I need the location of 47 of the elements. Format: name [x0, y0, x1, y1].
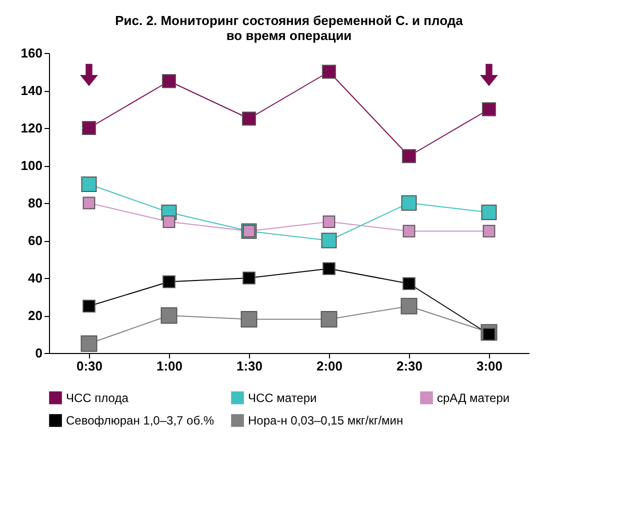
text: во время операции [226, 28, 352, 43]
point [402, 224, 416, 238]
text: Рис. 2. Мониторинг состояния беременной С. и плода [115, 13, 463, 28]
point [401, 195, 417, 211]
point [482, 224, 496, 238]
y-tick-label: 120 [20, 120, 42, 136]
point [160, 307, 178, 324]
point [322, 64, 336, 79]
legend-label: ЧСС матери [248, 390, 317, 405]
x-tick-label: 2:00 [316, 358, 343, 374]
point [402, 149, 416, 164]
x-tick-label: 1:00 [156, 358, 183, 374]
point [400, 298, 418, 314]
y-tick-label: 80 [28, 196, 42, 210]
point [162, 275, 176, 288]
x-tick-label: 1:30 [236, 358, 263, 374]
point [82, 120, 96, 136]
x-tick-label: 0:30 [76, 358, 103, 374]
point [321, 232, 337, 248]
point [242, 112, 256, 126]
legend-label: срАД матери [437, 390, 510, 405]
legend-label: Нора-н 0,03–0,15 мкг/кг/мин [248, 414, 404, 428]
y-tick-label: 40 [28, 270, 42, 286]
point [240, 311, 258, 328]
point [402, 277, 416, 290]
point [322, 262, 336, 276]
point [320, 311, 338, 328]
y-tick-label: 100 [20, 158, 42, 173]
point [82, 300, 96, 313]
y-tick-label: 160 [20, 46, 42, 60]
point [162, 216, 176, 228]
legend-label: ЧСС плода [66, 390, 129, 405]
point [322, 216, 336, 228]
x-tick-label: 3:00 [476, 358, 503, 374]
point [80, 335, 98, 352]
point [162, 74, 176, 88]
legend-label: Севофлюран 1,0–3,7 об.% [66, 414, 214, 428]
y-tick-label: 60 [28, 233, 42, 248]
point [81, 176, 97, 192]
point [481, 204, 497, 220]
point [242, 272, 256, 284]
point [482, 102, 496, 116]
point [82, 196, 96, 210]
y-tick-label: 140 [20, 83, 42, 98]
x-tick-label: 2:30 [396, 358, 423, 374]
y-tick-label: 0 [35, 346, 42, 360]
y-tick-label: 20 [28, 308, 42, 323]
